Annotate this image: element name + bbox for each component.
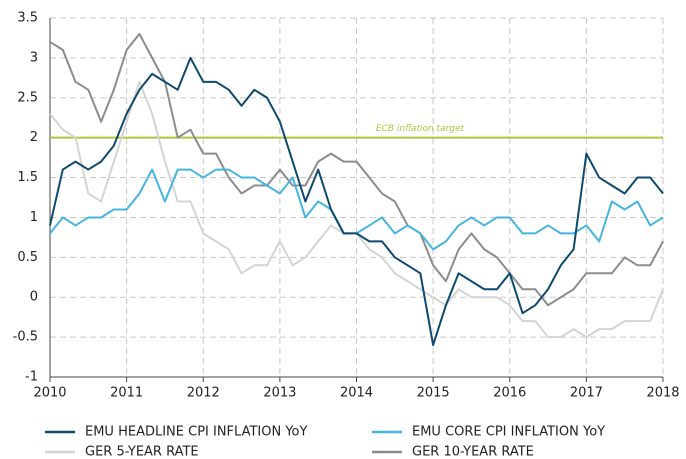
x-tick-label: 2016 [493, 386, 526, 401]
y-tick-label: 1.5 [17, 170, 38, 185]
legend-label: EMU HEADLINE CPI INFLATION YoY [85, 425, 307, 440]
legend-label: GER 5-YEAR RATE [85, 445, 199, 459]
target-label: ECB inflation target [376, 124, 465, 134]
x-tick-label: 2012 [187, 386, 220, 401]
y-tick-label: 0 [30, 290, 38, 305]
x-tick-label: 2011 [110, 386, 143, 401]
x-tick-label: 2014 [340, 386, 373, 401]
x-tick-label: 2015 [417, 386, 450, 401]
y-tick-label: 0.5 [17, 250, 38, 265]
x-tick-label: 2010 [33, 386, 66, 401]
y-tick-label: -1 [25, 370, 38, 385]
y-tick-label: 3 [30, 50, 38, 65]
x-tick-label: 2013 [263, 386, 296, 401]
series-line [49, 56, 664, 347]
series-line [49, 32, 664, 307]
y-tick-label: -0.5 [13, 330, 38, 345]
y-tick-label: 1 [30, 210, 38, 225]
x-tick-label: 2018 [646, 386, 679, 401]
y-tick-label: 2 [30, 130, 38, 145]
x-tick-label: 2017 [570, 386, 603, 401]
y-tick-label: 2.5 [17, 90, 38, 105]
y-tick-label: 3.5 [17, 11, 38, 26]
legend-label: GER 10-YEAR RATE [412, 445, 534, 459]
legend-label: EMU CORE CPI INFLATION YoY [412, 425, 605, 440]
